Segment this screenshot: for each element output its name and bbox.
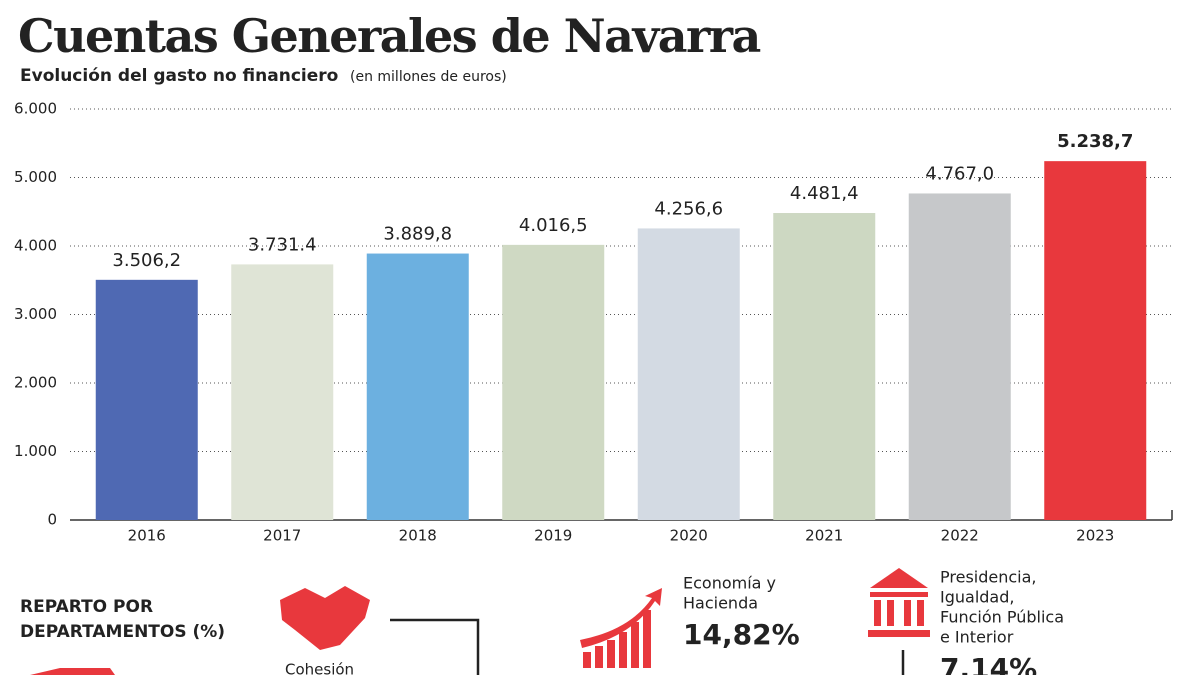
- y-tick-label: 0: [47, 511, 57, 529]
- value-label: 4.767,0: [925, 163, 994, 184]
- bar: [366, 253, 469, 520]
- bar: [95, 279, 198, 520]
- value-label: 3.731.4: [248, 234, 317, 255]
- bar: [1044, 161, 1147, 520]
- value-label: 3.889,8: [383, 224, 452, 245]
- x-tick-label: 2021: [805, 527, 843, 545]
- value-label: 4.481,4: [790, 183, 859, 204]
- value-label: 4.016,5: [519, 215, 588, 236]
- icon: [30, 668, 115, 675]
- bar: [637, 228, 740, 520]
- handshake-icon: [280, 586, 370, 650]
- x-tick-label: 2017: [263, 527, 301, 545]
- dept-value: 14,82%: [683, 618, 800, 651]
- value-label: 5.238,7: [1057, 131, 1133, 152]
- dept-heading: REPARTO POR: [20, 597, 153, 617]
- x-tick-label: 2022: [941, 527, 979, 545]
- y-tick-label: 4.000: [14, 237, 57, 255]
- x-tick-label: 2019: [534, 527, 572, 545]
- dept-label: Presidencia,: [940, 568, 1037, 587]
- dept-value: 7,14%: [940, 652, 1037, 675]
- y-tick-label: 5.000: [14, 168, 57, 186]
- connector: [390, 618, 480, 675]
- y-tick-label: 3.000: [14, 305, 57, 323]
- dept-label: e Interior: [940, 628, 1014, 647]
- x-tick-label: 2020: [670, 527, 708, 545]
- bar: [231, 264, 334, 520]
- dept-label: Igualdad,: [940, 588, 1014, 607]
- bar: [908, 193, 1011, 520]
- y-tick-label: 2.000: [14, 374, 57, 392]
- dept-label: Hacienda: [683, 594, 758, 613]
- dept-label: Economía y: [683, 574, 776, 593]
- x-tick-label: 2016: [128, 527, 166, 545]
- y-tick-label: 6.000: [14, 100, 57, 118]
- value-label: 4.256,6: [654, 198, 723, 219]
- building-icon: [868, 568, 930, 637]
- dept-label: Cohesión: [285, 661, 354, 675]
- chart-subtitle: Evolución del gasto no financiero: [20, 66, 338, 86]
- chart-title: Cuentas Generales de Navarra: [18, 9, 760, 63]
- dept-heading: DEPARTAMENTOS (%): [20, 622, 225, 642]
- chart-unit: (en millones de euros): [350, 69, 507, 85]
- dept-label: Función Pública: [940, 608, 1064, 627]
- y-tick-label: 1.000: [14, 442, 57, 460]
- bar: [773, 213, 876, 520]
- value-label: 3.506,2: [112, 250, 181, 271]
- x-tick-label: 2018: [399, 527, 437, 545]
- x-tick-label: 2023: [1076, 527, 1114, 545]
- growth-icon: [580, 588, 662, 668]
- bar: [502, 244, 605, 520]
